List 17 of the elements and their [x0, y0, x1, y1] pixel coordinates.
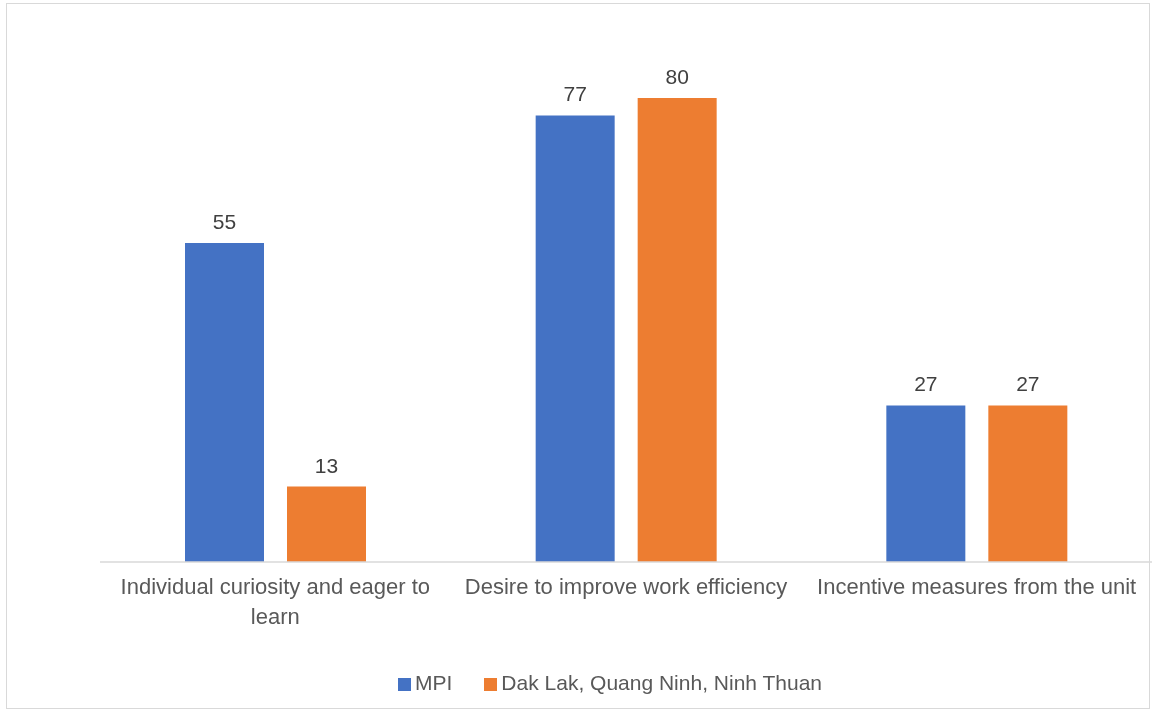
data-label: 80 [665, 65, 689, 88]
bar [535, 115, 615, 562]
x-tick-label: Individual curiosity and eager to learn [120, 574, 431, 629]
data-label: 13 [314, 453, 339, 477]
data-label: 27 [1016, 372, 1040, 396]
x-tick-label: Desire to improve work efficiency [464, 574, 788, 599]
bar [988, 405, 1068, 562]
data-label: 77 [563, 82, 587, 106]
bar [886, 405, 966, 562]
bar [287, 486, 366, 562]
bar [637, 98, 717, 562]
legend-label: Dak Lak, Quang Ninh, Ninh Thuan [501, 671, 822, 694]
bar [185, 243, 264, 562]
legend-label: MPI [415, 671, 453, 694]
x-tick-label: Incentive measures from the unit [817, 574, 1137, 599]
data-label: 55 [212, 210, 237, 233]
data-label: 27 [914, 372, 938, 396]
